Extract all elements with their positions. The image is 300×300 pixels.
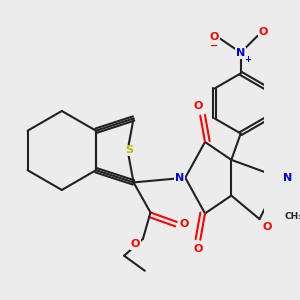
Text: O: O — [262, 222, 272, 232]
Text: O: O — [259, 27, 268, 37]
Text: N: N — [283, 173, 292, 183]
Text: O: O — [180, 219, 189, 229]
Text: O: O — [194, 101, 203, 111]
Text: O: O — [194, 244, 203, 254]
Text: N: N — [236, 48, 245, 58]
Text: S: S — [125, 146, 134, 155]
Text: CH₃: CH₃ — [284, 212, 300, 221]
Text: O: O — [131, 239, 140, 250]
Text: O: O — [210, 32, 219, 42]
Text: N: N — [175, 173, 184, 183]
Text: +: + — [244, 55, 251, 64]
Text: −: − — [210, 41, 218, 51]
